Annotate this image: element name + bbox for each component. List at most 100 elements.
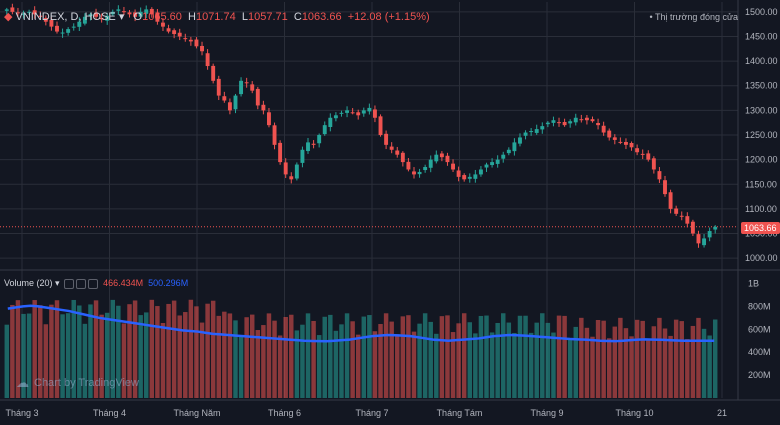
volume-bar [289,314,294,398]
candle-body [690,221,695,234]
candle-body [451,163,455,170]
open-value: 1065.60 [142,11,182,23]
last-price-tag: 1063.66 [741,222,780,234]
volume-value: 466.434M [103,278,144,288]
volume-bar [138,315,143,398]
volume-bar [166,303,171,398]
chevron-down-icon[interactable]: ▾ [55,278,60,288]
candle-body [679,215,684,217]
volume-bar [590,336,595,398]
candle-body [66,29,71,33]
candle-body [417,171,422,175]
volume-bar [662,328,668,398]
volume-bar [411,331,417,398]
volume-bar [606,338,612,398]
candle-body [456,170,461,177]
volume-bar [595,319,601,398]
candle-body [317,135,322,144]
volume-bar [567,337,573,398]
candle-body [518,137,522,144]
candle-body [294,164,299,179]
volume-bar [657,317,662,398]
settings-icon[interactable] [76,278,87,289]
candle-body [467,176,472,179]
low-label: L [241,11,248,23]
volume-bar [461,313,467,398]
eye-icon[interactable] [64,278,75,289]
volume-bar [556,315,562,398]
candle-body [473,174,478,179]
candle-body [222,96,227,101]
candle-body [378,116,383,135]
volume-bar [71,299,76,398]
candle-body [350,112,355,114]
candle-body [568,121,573,124]
candle-body [395,150,400,155]
volume-bar [489,332,495,398]
candle-body [333,115,338,119]
volume-bar [690,325,696,398]
volume-bar [199,322,205,398]
volume-bar [350,321,355,398]
candle-body [495,159,500,164]
volume-label[interactable]: Volume (20) [4,278,53,288]
volume-bar [65,313,71,398]
chevron-down-icon[interactable]: ▾ [118,11,125,23]
y-tick-label: 1000.00 [745,253,778,263]
candle-body [713,226,718,230]
market-status-label: Thị trường đóng cửa [655,12,738,22]
candle-body [389,146,394,150]
candle-body [423,167,428,171]
candle-body [155,12,160,22]
volume-bar [618,317,623,398]
candle-body [540,126,545,130]
tradingview-watermark[interactable]: ☁ Chart by TradingView [16,375,139,391]
volume-bar [540,313,545,398]
volume-bar [707,335,712,398]
candle-body [244,82,249,84]
candle-body [177,32,182,37]
close-icon[interactable] [88,278,99,289]
candle-body [434,154,439,162]
volume-ma-value: 500.296M [148,278,189,288]
volume-bar [132,300,138,398]
candle-body [345,110,350,113]
candle-body [4,9,9,11]
volume-bar [434,333,439,398]
candle-body [94,12,98,17]
candle-body [283,162,288,175]
y-tick-label: 1300.00 [745,105,778,115]
candle-body [696,234,701,244]
candle-body [484,164,489,168]
volume-bar [696,317,701,398]
candle-body [261,104,266,111]
volume-bar [400,316,406,398]
candle-body [640,153,645,155]
volume-bar [149,299,155,398]
candle-body [445,155,450,163]
volume-bar [679,321,684,398]
candle-body [551,120,556,123]
volume-bar [579,317,584,398]
candle-body [133,12,138,17]
volume-bar [673,319,679,398]
candle-body [657,171,662,180]
candle-body [77,21,82,27]
candle-body [121,11,126,13]
high-label: H [188,11,196,23]
candle-body [651,158,656,170]
candle-body [612,137,617,140]
volume-bar [121,323,127,398]
volume-bar [277,335,283,398]
candle-body [529,131,534,133]
x-tick-label: Tháng 6 [268,408,301,418]
volume-bar [478,315,484,398]
volume-bar [316,335,322,398]
high-value: 1071.74 [195,11,236,23]
volume-bar [383,313,389,398]
y-tick-label: 1100.00 [745,204,777,214]
symbol-title[interactable]: VNINDEX, D, HOSE [15,11,116,23]
volume-bar [562,315,567,398]
candle-body [278,142,283,163]
